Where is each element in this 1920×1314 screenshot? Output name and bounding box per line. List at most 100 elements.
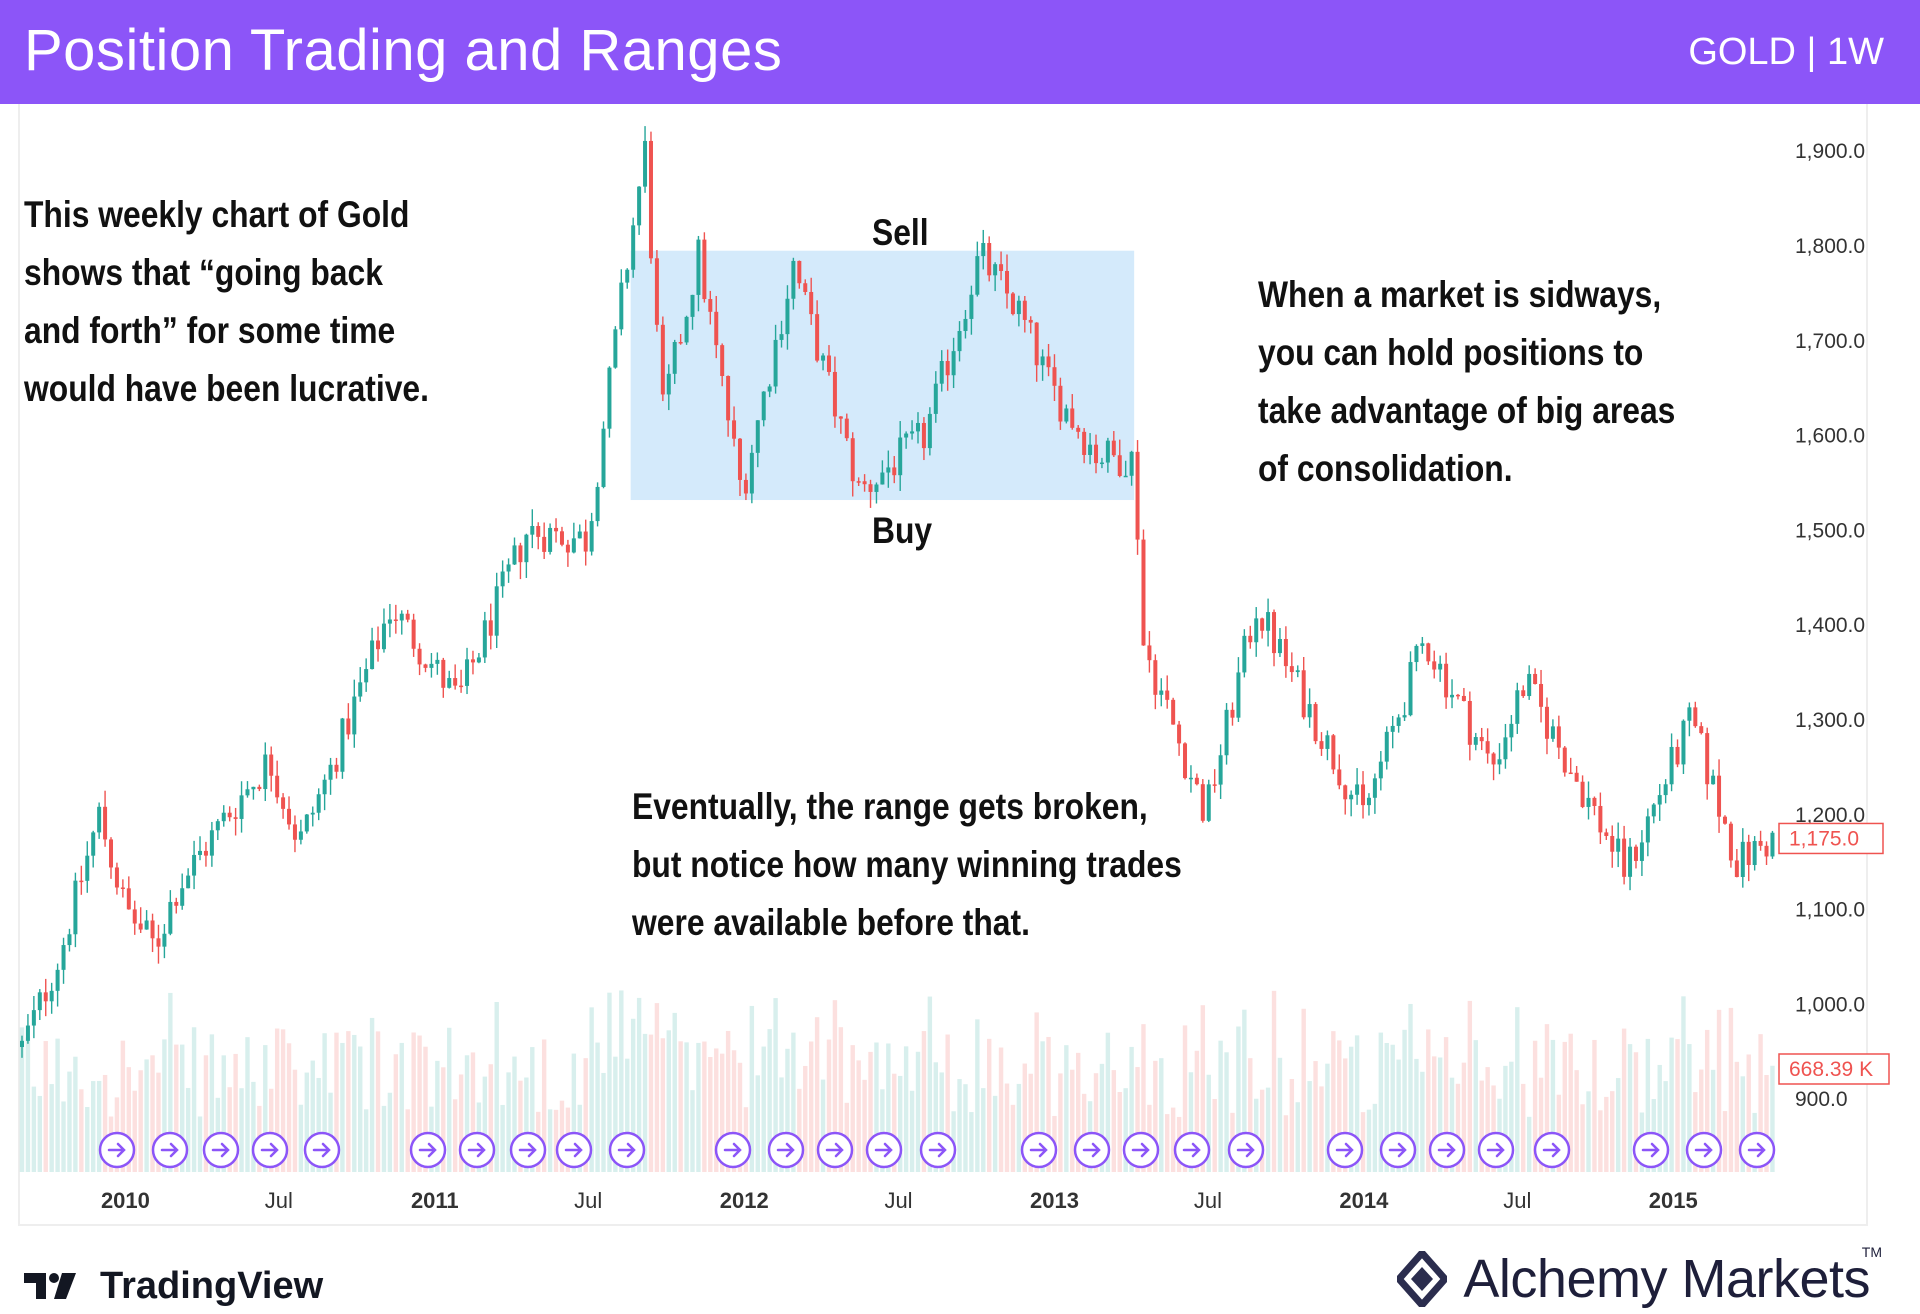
volume-bar	[725, 1030, 731, 1172]
volume-bar	[512, 1056, 517, 1172]
event-arrow-icon	[723, 1142, 742, 1158]
candle-body	[381, 623, 386, 650]
volume-bar	[96, 1080, 102, 1172]
candle-body	[328, 764, 333, 780]
volume-bar	[915, 1051, 921, 1172]
sell-label: Sell	[872, 212, 929, 253]
volume-bar	[1437, 1057, 1443, 1172]
candle-body	[1728, 823, 1733, 861]
annotation-right-line: of consolidation.	[1258, 448, 1513, 489]
volume-bar	[482, 1076, 488, 1172]
candle-body	[85, 855, 90, 881]
volume-bar	[1699, 1069, 1704, 1172]
candle-body	[31, 1010, 36, 1026]
volume-bar	[897, 1075, 903, 1172]
volume-bar	[245, 1037, 250, 1172]
volume-bar	[1141, 1024, 1146, 1172]
x-tick-label: Jul	[884, 1188, 912, 1213]
candle-body	[476, 657, 481, 663]
volume-bar	[269, 1088, 274, 1172]
volume-bar	[1426, 1029, 1431, 1172]
candle-body	[607, 367, 612, 429]
volume-bar	[227, 1087, 232, 1172]
tradingview-logo[interactable]: TradingView	[24, 1262, 323, 1310]
candle-body	[660, 324, 665, 395]
candle-body	[411, 619, 416, 649]
volume-bar	[1562, 1041, 1567, 1172]
candle-body	[1396, 717, 1401, 726]
event-arrow-icon	[1388, 1142, 1407, 1158]
annotation-left-line: This weekly chart of Gold	[24, 194, 410, 235]
volume-bar	[221, 1055, 226, 1172]
last-volume-label: 668.39 K	[1789, 1058, 1873, 1081]
event-arrow-icon	[564, 1142, 583, 1158]
x-tick-label: 2015	[1649, 1188, 1698, 1213]
candle-body	[927, 413, 932, 449]
volume-bar	[274, 1028, 280, 1172]
volume-bar	[251, 1081, 256, 1172]
candle-body	[1479, 737, 1484, 742]
volume-bar	[1182, 1025, 1188, 1172]
volume-bar	[1669, 1037, 1674, 1172]
y-tick-label: 1,700.0	[1795, 330, 1865, 353]
volume-bar	[239, 1088, 244, 1172]
candle-body	[1283, 639, 1288, 667]
volume-bar	[1337, 1040, 1342, 1172]
y-tick-label: 900.0	[1795, 1088, 1848, 1111]
volume-bar	[1467, 1000, 1473, 1172]
volume-bar	[1188, 1072, 1194, 1172]
volume-bar	[1627, 1044, 1633, 1172]
volume-bar	[981, 1088, 986, 1172]
candle-body	[542, 536, 547, 552]
candle-body	[346, 718, 351, 735]
volume-bar	[856, 1060, 861, 1172]
volume-bar	[43, 1041, 48, 1172]
candle-body	[263, 754, 268, 790]
candle-body	[631, 225, 636, 270]
candle-body	[1699, 726, 1704, 734]
volume-bar	[1313, 1061, 1318, 1172]
volume-bar	[1236, 1026, 1241, 1172]
candle-body	[536, 526, 541, 537]
price-chart[interactable]: 900.0 1,000.0 1,100.0 1,200.0 1,300.0 1,400.0…	[0, 0, 1920, 1240]
candle-body	[832, 371, 837, 417]
candle-body	[109, 839, 114, 868]
volume-bar	[939, 1072, 944, 1172]
alchemy-markets-logo[interactable]: Alchemy Markets TM	[1397, 1244, 1882, 1314]
volume-bar	[1746, 1054, 1751, 1172]
volume-bar	[85, 1107, 90, 1172]
volume-bar	[933, 1062, 938, 1172]
candle-body	[1604, 832, 1609, 836]
candle-body	[1485, 741, 1490, 754]
trademark-symbol: TM	[1861, 1244, 1882, 1260]
volume-bar	[927, 996, 933, 1172]
candle-body	[1052, 367, 1057, 386]
candle-body	[494, 586, 499, 636]
volume-bar	[464, 1055, 470, 1172]
candle-body	[310, 812, 315, 815]
candle-body	[1307, 704, 1312, 718]
volume-bar	[286, 1043, 292, 1172]
x-tick-label: Jul	[265, 1188, 293, 1213]
volume-bar	[1271, 990, 1277, 1172]
volume-bar	[1538, 1077, 1544, 1172]
candle-body	[1277, 639, 1282, 654]
event-arrow-icon	[260, 1142, 279, 1158]
candle-body	[103, 806, 108, 840]
candle-body	[613, 329, 618, 368]
candle-body	[1586, 797, 1591, 807]
volume-bar	[174, 1044, 179, 1172]
candle-body	[1123, 475, 1128, 478]
volume-bar	[506, 1072, 511, 1172]
candle-body	[1022, 300, 1027, 320]
candle-body	[1503, 737, 1508, 760]
volume-bar	[358, 1046, 363, 1172]
candle-body	[1266, 612, 1271, 631]
candle-body	[939, 361, 944, 384]
y-tick-label: 1,600.0	[1795, 425, 1865, 448]
annotation-right-line: take advantage of big areas	[1258, 390, 1676, 431]
candle-body	[186, 875, 191, 889]
volume-bar	[1022, 1063, 1028, 1172]
range-box-layer	[630, 250, 1135, 501]
candle-body	[1301, 670, 1306, 718]
